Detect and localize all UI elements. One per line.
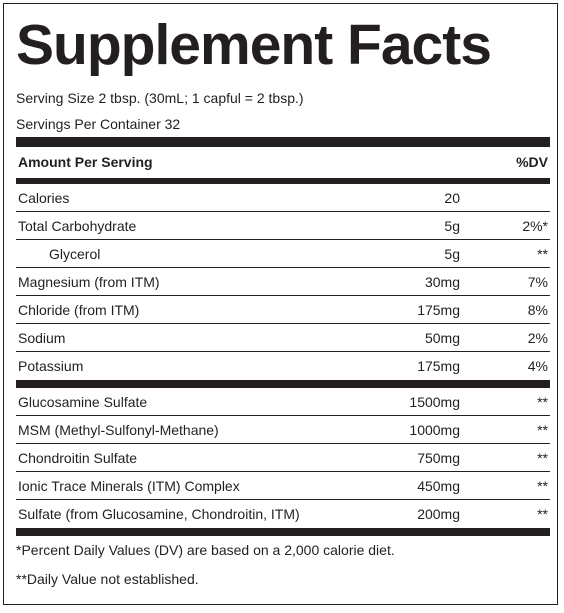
amount: 30mg xyxy=(424,274,460,290)
column-header: Amount Per Serving xyxy=(18,154,153,170)
amount: 175mg xyxy=(417,302,460,318)
table-row: Chloride (from ITM) 175mg 8% xyxy=(16,296,550,324)
table-row: Calories 20 xyxy=(16,184,550,212)
table-row: Sulfate (from Glucosamine, Chondroitin, … xyxy=(16,500,550,528)
table-row: Glycerol 5g ** xyxy=(16,240,550,268)
amount: 175mg xyxy=(417,358,460,374)
rule xyxy=(16,178,550,184)
ingredient-name: Glycerol xyxy=(49,246,101,262)
serving-size: Serving Size 2 tbsp. (30mL; 1 capful = 2… xyxy=(16,90,304,106)
label-box: Supplement Facts Serving Size 2 tbsp. (3… xyxy=(3,3,558,605)
amount: 1500mg xyxy=(409,394,460,410)
amount: 450mg xyxy=(417,478,460,494)
rule xyxy=(16,528,550,536)
table-row: Total Carbohydrate 5g 2%* xyxy=(16,212,550,240)
table-row: MSM (Methyl-Sulfonyl-Methane) 1000mg ** xyxy=(16,416,550,444)
daily-value: ** xyxy=(537,478,548,494)
table-row: Glucosamine Sulfate 1500mg ** xyxy=(16,388,550,416)
daily-value: 8% xyxy=(527,302,548,318)
amount: 20 xyxy=(444,190,460,206)
rule xyxy=(16,380,550,388)
daily-value: 2%* xyxy=(522,218,548,234)
ingredient-name: MSM (Methyl-Sulfonyl-Methane) xyxy=(18,422,219,438)
table-row: Potassium 175mg 4% xyxy=(16,352,550,380)
ingredient-name: Magnesium (from ITM) xyxy=(18,274,160,290)
rule xyxy=(16,137,550,147)
table-row: Sodium 50mg 2% xyxy=(16,324,550,352)
servings-per-container: Servings Per Container 32 xyxy=(16,116,181,132)
ingredient-rows: Glucosamine Sulfate 1500mg ** MSM (Methyl-S… xyxy=(16,388,550,528)
title: Supplement Facts xyxy=(16,13,492,77)
ingredient-name: Sulfate (from Glucosamine, Chondroitin, … xyxy=(18,506,300,522)
daily-value: ** xyxy=(537,450,548,466)
daily-value: 2% xyxy=(527,330,548,346)
column-header: %DV xyxy=(516,154,548,170)
footnote: *Percent Daily Values (DV) are based on … xyxy=(16,542,395,558)
daily-value: ** xyxy=(537,422,548,438)
table-row: Magnesium (from ITM) 30mg 7% xyxy=(16,268,550,296)
daily-value: 4% xyxy=(527,358,548,374)
footnote: **Daily Value not established. xyxy=(16,571,199,587)
amount: 50mg xyxy=(424,330,460,346)
daily-value: ** xyxy=(537,246,548,262)
table-row: Ionic Trace Minerals (ITM) Complex 450mg *… xyxy=(16,472,550,500)
amount: 200mg xyxy=(417,506,460,522)
ingredient-name: Ionic Trace Minerals (ITM) Complex xyxy=(18,478,240,494)
ingredient-name: Calories xyxy=(18,190,70,206)
label-content: Supplement Facts Serving Size 2 tbsp. (3… xyxy=(16,5,550,594)
ingredient-name: Sodium xyxy=(18,330,66,346)
amount: 750mg xyxy=(417,450,460,466)
daily-value: ** xyxy=(537,506,548,522)
daily-value: ** xyxy=(537,394,548,410)
ingredient-name: Total Carbohydrate xyxy=(18,218,137,234)
amount: 1000mg xyxy=(409,422,460,438)
table-row: Chondroitin Sulfate 750mg ** xyxy=(16,444,550,472)
amount: 5g xyxy=(444,246,460,262)
ingredient-name: Chondroitin Sulfate xyxy=(18,450,138,466)
amount: 5g xyxy=(444,218,460,234)
daily-value: 7% xyxy=(527,274,548,290)
ingredient-name: Glucosamine Sulfate xyxy=(18,394,148,410)
header-row: Amount Per Serving %DV xyxy=(16,147,550,178)
ingredient-name: Potassium xyxy=(18,358,84,374)
nutrient-rows: Calories 20 Total Carbohydrate 5g 2%* Glycero… xyxy=(16,184,550,380)
ingredient-name: Chloride (from ITM) xyxy=(18,302,140,318)
